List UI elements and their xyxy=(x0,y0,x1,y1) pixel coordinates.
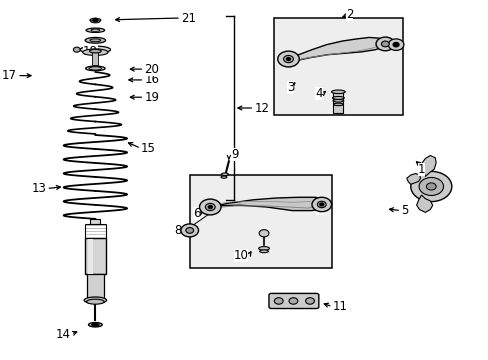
Bar xyxy=(84,224,106,238)
Ellipse shape xyxy=(333,103,343,106)
Circle shape xyxy=(93,18,98,22)
Text: 11: 11 xyxy=(332,300,347,313)
Text: 20: 20 xyxy=(144,63,159,76)
Text: 13: 13 xyxy=(32,182,46,195)
Circle shape xyxy=(305,298,314,304)
Circle shape xyxy=(426,183,435,190)
Bar xyxy=(88,239,93,274)
Polygon shape xyxy=(421,156,435,176)
Ellipse shape xyxy=(332,100,343,102)
Polygon shape xyxy=(416,195,432,212)
Text: 2: 2 xyxy=(345,8,353,21)
Circle shape xyxy=(286,58,290,60)
Ellipse shape xyxy=(258,247,269,250)
Text: 19: 19 xyxy=(144,91,159,104)
Circle shape xyxy=(375,37,394,51)
Ellipse shape xyxy=(221,173,228,175)
Text: 15: 15 xyxy=(141,142,155,155)
Circle shape xyxy=(288,298,297,304)
Circle shape xyxy=(93,323,98,327)
Bar xyxy=(84,238,106,274)
Circle shape xyxy=(311,197,331,212)
Bar xyxy=(333,92,343,113)
Text: 9: 9 xyxy=(230,148,238,161)
Text: 6: 6 xyxy=(193,207,200,220)
Bar xyxy=(86,274,104,300)
Bar xyxy=(90,219,100,224)
Ellipse shape xyxy=(80,46,110,53)
Ellipse shape xyxy=(85,37,105,43)
Circle shape xyxy=(283,55,293,63)
Ellipse shape xyxy=(86,299,104,304)
Ellipse shape xyxy=(221,176,226,178)
Bar xyxy=(273,18,403,115)
Polygon shape xyxy=(284,37,388,65)
Polygon shape xyxy=(406,174,420,184)
Text: 14: 14 xyxy=(56,328,71,341)
Circle shape xyxy=(181,224,198,237)
Text: 10: 10 xyxy=(233,249,248,262)
Ellipse shape xyxy=(259,250,268,253)
Ellipse shape xyxy=(82,49,108,55)
Bar xyxy=(189,175,331,268)
Circle shape xyxy=(274,298,283,304)
Text: 18: 18 xyxy=(83,45,98,58)
Text: 12: 12 xyxy=(254,102,269,114)
FancyBboxPatch shape xyxy=(268,293,318,309)
Ellipse shape xyxy=(86,28,104,32)
Circle shape xyxy=(259,230,268,237)
Ellipse shape xyxy=(332,96,344,99)
Circle shape xyxy=(205,203,215,211)
Circle shape xyxy=(418,177,443,195)
Circle shape xyxy=(381,41,388,47)
Circle shape xyxy=(73,47,80,52)
Ellipse shape xyxy=(84,297,106,303)
Circle shape xyxy=(317,201,325,208)
Ellipse shape xyxy=(90,39,101,42)
Ellipse shape xyxy=(91,21,100,23)
Circle shape xyxy=(277,51,299,67)
Text: 4: 4 xyxy=(315,87,322,100)
Circle shape xyxy=(185,228,193,233)
Circle shape xyxy=(208,206,212,208)
Circle shape xyxy=(392,42,398,47)
Text: 21: 21 xyxy=(181,12,196,24)
Ellipse shape xyxy=(90,18,101,22)
Ellipse shape xyxy=(85,66,105,71)
Ellipse shape xyxy=(89,49,101,53)
Ellipse shape xyxy=(91,29,100,31)
Polygon shape xyxy=(203,197,327,211)
Circle shape xyxy=(387,39,403,50)
Ellipse shape xyxy=(91,323,99,326)
Text: 7: 7 xyxy=(316,202,323,215)
Ellipse shape xyxy=(331,90,345,94)
Ellipse shape xyxy=(88,323,102,327)
Ellipse shape xyxy=(89,67,102,70)
Text: 16: 16 xyxy=(144,73,159,86)
Circle shape xyxy=(199,199,221,215)
Text: 3: 3 xyxy=(286,81,294,94)
Text: 17: 17 xyxy=(2,69,17,82)
Text: 5: 5 xyxy=(400,204,407,217)
Circle shape xyxy=(319,203,323,206)
Text: 8: 8 xyxy=(174,224,182,237)
Circle shape xyxy=(410,171,451,202)
Text: 1: 1 xyxy=(417,163,425,176)
Bar xyxy=(92,52,98,65)
